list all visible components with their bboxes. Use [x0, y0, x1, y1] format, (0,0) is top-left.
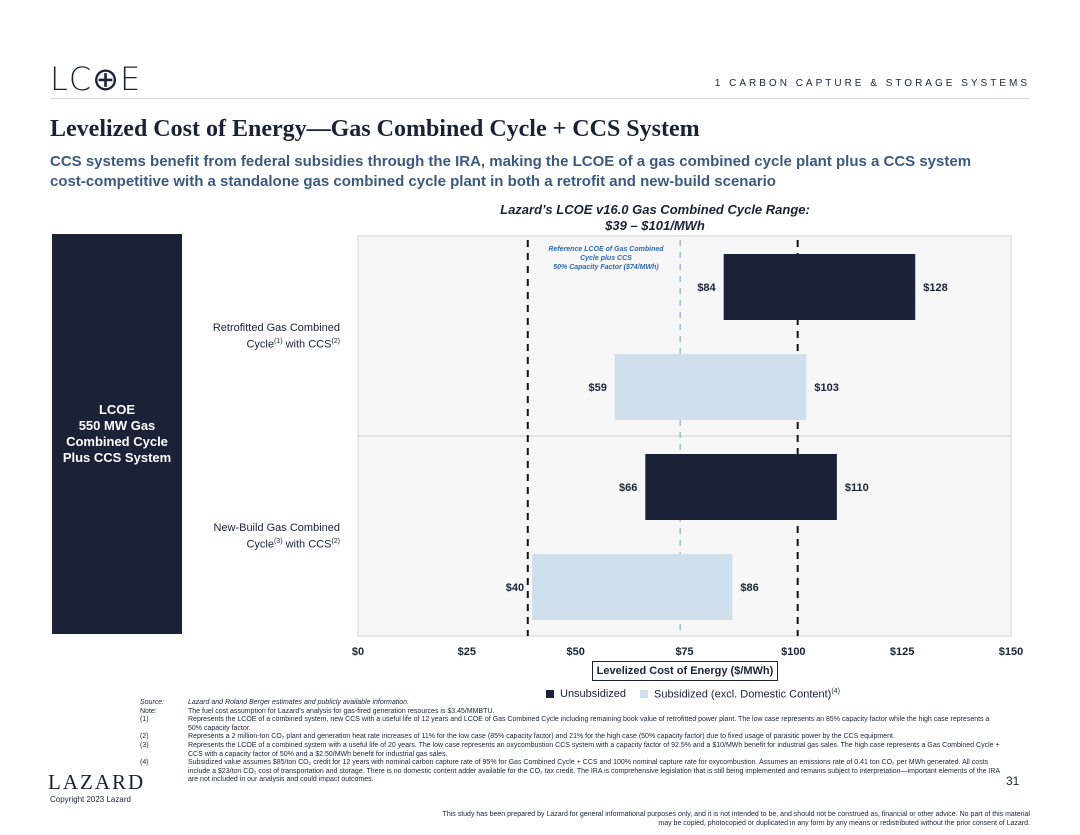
- bar-unsubsidized-retrofit: [723, 254, 916, 320]
- legend-swatch-unsubsidized: [546, 690, 554, 699]
- x-axis-label: Levelized Cost of Energy ($/MWh): [592, 661, 778, 681]
- legend-subsidized: Subsidized (excl. Domestic Content)(4): [640, 688, 840, 701]
- bar-low-label: $59: [588, 382, 606, 394]
- chart-legend: Unsubsidized Subsidized (excl. Domestic …: [546, 688, 840, 701]
- footnote-1: (1) Represents the LCOE of a combined sys…: [140, 716, 1000, 733]
- row-label-retrofit-sup2: (2): [331, 338, 340, 345]
- section-header: 1 CARBON CAPTURE & STORAGE SYSTEMS: [714, 78, 1030, 89]
- bar-high-label: $128: [923, 282, 947, 294]
- row-label-retrofit-line2b: with CCS: [282, 338, 332, 351]
- footnote-text: The fuel cost assumption for Lazard’s an…: [188, 707, 495, 715]
- footnote-text: Represents a 2 million-ton CO₂ plant and…: [188, 733, 895, 741]
- range-title: Lazard’s LCOE v16.0 Gas Combined Cycle R…: [440, 202, 870, 234]
- row-label-retrofit-sup1: (1): [273, 338, 283, 345]
- range-title-line2: $39 – $101/MWh: [605, 218, 705, 233]
- copyright: Copyright 2023 Lazard: [50, 795, 131, 804]
- footnote-text: Lazard and Roland Berger estimates and p…: [188, 699, 410, 706]
- footnote-key: Note:: [140, 707, 157, 715]
- footnote-key: (3): [140, 741, 149, 749]
- row-label-newbuild-line2b: with CCS: [282, 538, 332, 551]
- legend-swatch-subsidized: [640, 690, 649, 699]
- x-tick-label: $150: [999, 646, 1023, 658]
- legend-label-unsubsidized: Unsubsidized: [560, 688, 627, 701]
- x-tick-label: $50: [566, 646, 584, 658]
- row-label-retrofit-line1: Retrofitted Gas Combined: [212, 322, 340, 334]
- page-number: 31: [1006, 774, 1020, 788]
- side-box: LCOE 550 MW Gas Combined Cycle Plus CCS …: [52, 234, 182, 634]
- x-tick-label: $125: [890, 646, 914, 658]
- reference-line-label: 50% Capacity Factor ($74/MWh): [553, 264, 659, 271]
- bar-low-label: $40: [506, 582, 524, 594]
- side-box-line1: LCOE: [98, 402, 136, 417]
- bar-subsidized-retrofit: [614, 354, 807, 420]
- lcoe-logo: LC⊕E: [50, 60, 142, 98]
- footnote-text: Subsidized value assumes $85/ton CO₂ cre…: [188, 759, 1000, 784]
- row-label-newbuild-sup2: (2): [331, 538, 340, 545]
- x-tick-label: $100: [781, 646, 805, 658]
- row-label-retrofit: Retrofitted Gas Combined Cycle(1) with C…: [190, 321, 340, 352]
- bar-high-label: $86: [740, 582, 758, 594]
- row-label-newbuild-line2a: Cycle: [246, 538, 274, 551]
- x-tick-label: $25: [458, 646, 476, 658]
- legend-unsubsidized: Unsubsidized: [546, 688, 626, 701]
- row-label-newbuild-sup1: (3): [273, 538, 283, 545]
- footnote-key: Source:: [140, 699, 165, 706]
- page-title: Levelized Cost of Energy—Gas Combined Cy…: [50, 116, 700, 142]
- bar-high-label: $103: [814, 382, 838, 394]
- footnote-source: Source: Lazard and Roland Berger estimate…: [140, 699, 1000, 708]
- bar-unsubsidized-newbuild: [645, 454, 837, 520]
- x-tick-label: $0: [352, 646, 364, 658]
- side-box-line2: 550 MW Gas: [78, 418, 156, 433]
- footnote-3: (3) Represents the LCOE of a combined sys…: [140, 742, 1000, 759]
- footnote-2: (2) Represents a 2 million-ton CO₂ plant …: [140, 733, 1000, 742]
- header-rule: [50, 98, 1030, 99]
- row-label-retrofit-line2a: Cycle: [246, 338, 274, 351]
- bar-low-label: $66: [619, 482, 637, 494]
- legend-subsidized-sup: (4): [831, 688, 840, 695]
- x-tick-label: $75: [675, 646, 693, 658]
- disclaimer: This study has been prepared by Lazard f…: [442, 811, 1030, 827]
- footnote-key: (1): [140, 716, 149, 724]
- footnote-key: (2): [140, 733, 149, 741]
- side-box-line3: Combined Cycle: [66, 434, 168, 449]
- range-title-line1: Lazard’s LCOE v16.0 Gas Combined Cycle R…: [500, 202, 810, 217]
- footnote-4: (4) Subsidized value assumes $85/ton CO₂ …: [140, 759, 1000, 785]
- footnote-text: Represents the LCOE of a combined system…: [188, 716, 990, 732]
- side-box-line4: Plus CCS System: [62, 450, 172, 465]
- footnote-note: Note: The fuel cost assumption for Lazard…: [140, 708, 1000, 717]
- reference-line-label: Cycle plus CCS: [580, 255, 632, 262]
- page-subtitle: CCS systems benefit from federal subsidi…: [50, 153, 972, 190]
- row-label-newbuild: New-Build Gas Combined Cycle(3) with CCS…: [190, 521, 340, 552]
- reference-line-label: Reference LCOE of Gas Combined: [548, 246, 664, 253]
- legend-label-subsidized: Subsidized (excl. Domestic Content): [654, 688, 832, 701]
- footnotes: Source: Lazard and Roland Berger estimate…: [140, 699, 1000, 785]
- bar-low-label: $84: [697, 282, 716, 294]
- lazard-logo: LAZARD: [48, 770, 146, 794]
- footnote-text: Represents the LCOE of a combined system…: [188, 741, 1000, 758]
- bar-subsidized-newbuild: [532, 554, 733, 620]
- row-label-newbuild-line1: New-Build Gas Combined: [213, 522, 340, 534]
- bar-high-label: $110: [845, 482, 869, 494]
- footnote-key: (4): [140, 759, 149, 767]
